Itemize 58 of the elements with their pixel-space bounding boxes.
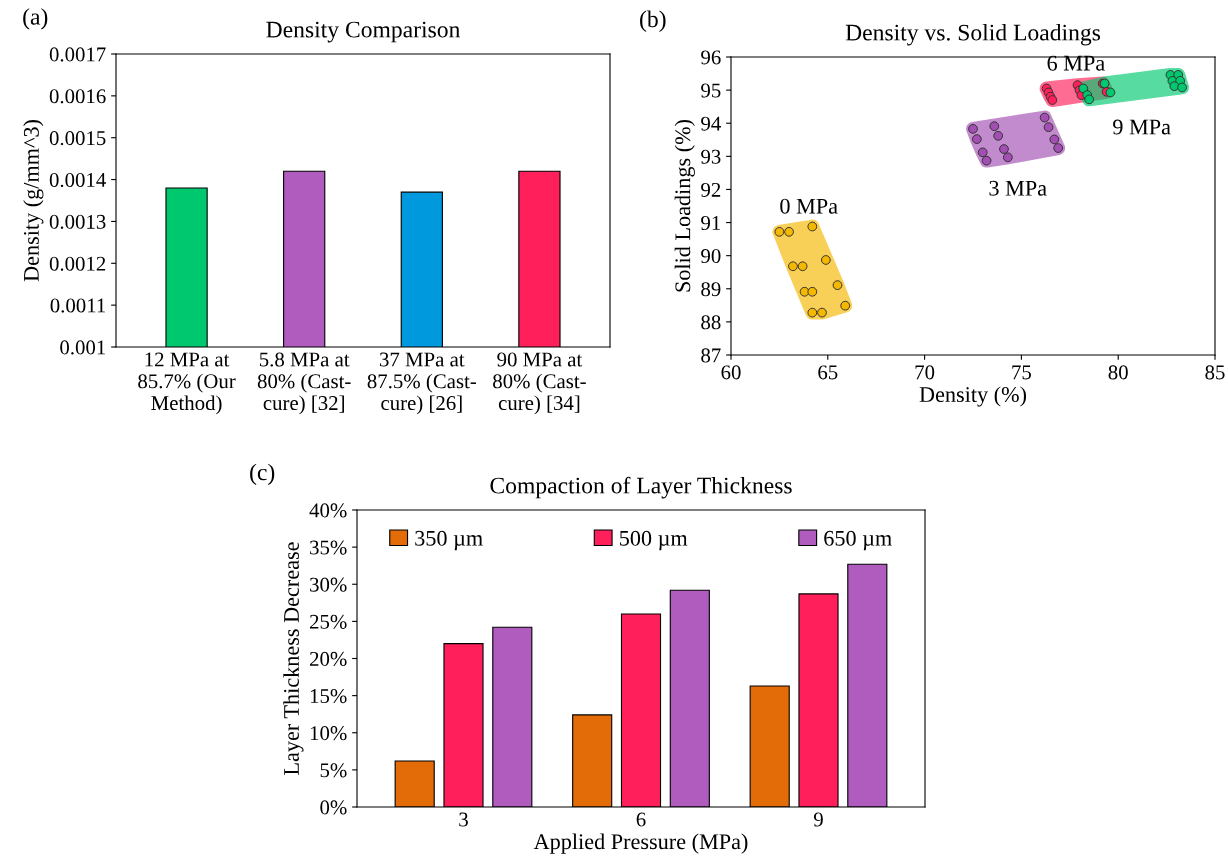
x-tick-label: 6 [636,812,646,827]
x-tick-label: 65 [818,365,838,380]
legend-label: 350 µm [415,530,483,551]
y-tick-label: 40% [309,503,347,518]
legend-label: 3 MPa [989,180,1047,196]
x-tick-label: 37 MPa at 87.5% (Cast- cure) [26] [367,352,477,415]
y-tick-label: 95 [701,83,721,98]
x-tick-label: 85 [1205,365,1225,380]
x-axis-title: Applied Pressure (MPa) [533,833,748,854]
y-tick-label: 5% [320,763,347,778]
series-label: 6 MPa [1047,55,1105,71]
y-tick-label: 0.0014 [49,172,106,188]
y-tick-label: 0.0015 [49,131,106,146]
y-tick-label: 93 [701,149,721,164]
y-tick-label: 90 [701,249,721,264]
y-tick-label: 94 [701,116,721,131]
y-axis-title: Layer Thickness Decrease [283,542,304,775]
y-tick-label: 0.0017 [49,47,106,62]
chart-title: Density Comparison [266,21,461,43]
x-tick-label: 70 [915,365,935,380]
y-tick-label: 0.0013 [49,214,106,229]
legend-label: 500 µm [620,530,688,551]
y-axis-title: Density (g/mm^3) [23,120,44,282]
y-tick-label: 88 [701,315,721,330]
y-tick-label: 0.0016 [49,89,106,104]
text: (c) [250,463,275,486]
x-tick-label: 5.8 MPa at 80% (Cast- cure) [32] [257,352,351,415]
y-tick-label: 0.001 [60,340,106,355]
text: (b) [640,10,666,32]
y-tick-label: 30% [310,577,347,592]
x-tick-label: 12 MPa at 85.7% (Our Method) [138,352,236,415]
y-tick-label: 15% [310,689,347,704]
y-tick-label: 92 [701,182,721,197]
text: (a) [23,8,48,30]
y-tick-label: 20% [310,651,347,666]
x-tick-label: 9 [813,812,823,827]
x-tick-label: 60 [721,365,741,380]
y-tick-label: 25% [310,614,347,629]
x-axis-title: Density (%) [919,386,1027,407]
y-tick-label: 89 [701,282,721,297]
y-tick-label: 35% [310,540,347,555]
chart-title: Compaction of Layer Thickness [490,476,792,499]
legend-label: 650 µm [824,530,892,551]
series-label: 0 MPa [780,198,838,214]
y-tick-label: 87 [701,348,721,363]
x-tick-label: 90 MPa at 80% (Cast- cure) [34] [493,352,586,415]
y-tick-label: 96 [701,50,721,65]
x-tick-label: 80 [1108,365,1128,380]
y-tick-label: 0.0011 [50,298,106,313]
y-tick-label: 0.0012 [49,256,106,271]
y-axis-title: Solid Loadings (%) [674,119,695,292]
legend-label: 9 MPa [1113,119,1171,135]
x-tick-label: 3 [459,812,468,827]
y-tick-label: 91 [701,215,721,230]
y-tick-label: 10% [310,726,347,741]
y-tick-label: 0% [320,800,347,815]
x-tick-label: 75 [1012,365,1031,380]
chart-title: Density vs. Solid Loadings [845,23,1101,46]
